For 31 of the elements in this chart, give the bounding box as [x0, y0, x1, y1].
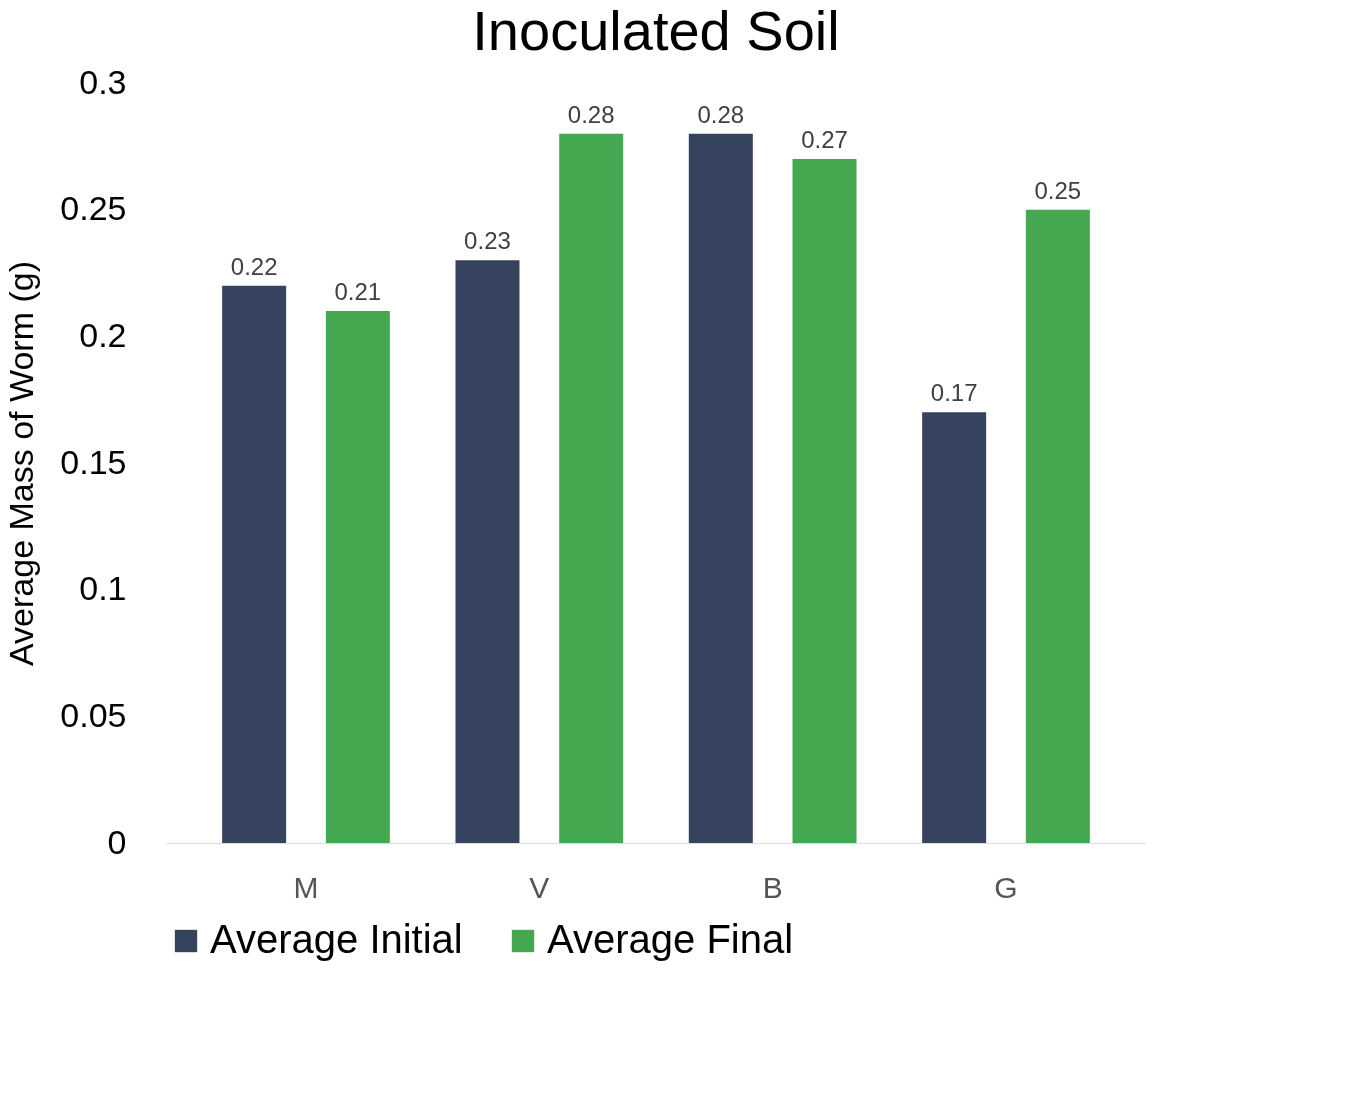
x-tick-label: G [994, 870, 1018, 904]
data-label: 0.27 [801, 126, 848, 153]
bar [222, 285, 287, 843]
data-label: 0.17 [930, 379, 978, 407]
data-label: 0.25 [1034, 176, 1082, 204]
data-label: 0.23 [464, 227, 511, 255]
bar [922, 412, 987, 843]
data-label: 0.22 [230, 252, 278, 280]
y-tick-label: 0.05 [60, 695, 127, 734]
bar [325, 311, 390, 843]
x-tick-label: V [529, 870, 550, 904]
data-label: 0.21 [334, 278, 382, 305]
legend-label: Average Final [547, 917, 794, 961]
bar [1025, 209, 1090, 843]
x-tick-label: M [293, 870, 319, 904]
y-tick-label: 0.2 [79, 315, 127, 354]
y-tick-label: 0.15 [60, 442, 127, 481]
chart-title: Inoculated Soil [472, 0, 840, 62]
data-label: 0.28 [567, 100, 615, 128]
x-tick-label: B [762, 870, 783, 904]
y-tick-label: 0.3 [79, 62, 127, 101]
bar [688, 133, 753, 843]
y-axis-title: Average Mass of Worm (g) [2, 261, 41, 666]
legend-label: Average Initial [210, 917, 463, 961]
y-tick-label: 0.1 [79, 569, 127, 608]
bar [559, 133, 624, 843]
bar [455, 260, 520, 843]
y-tick-label: 0 [107, 822, 127, 861]
y-tick-label: 0.25 [60, 189, 127, 228]
bar [792, 159, 857, 843]
data-label: 0.28 [697, 100, 745, 128]
